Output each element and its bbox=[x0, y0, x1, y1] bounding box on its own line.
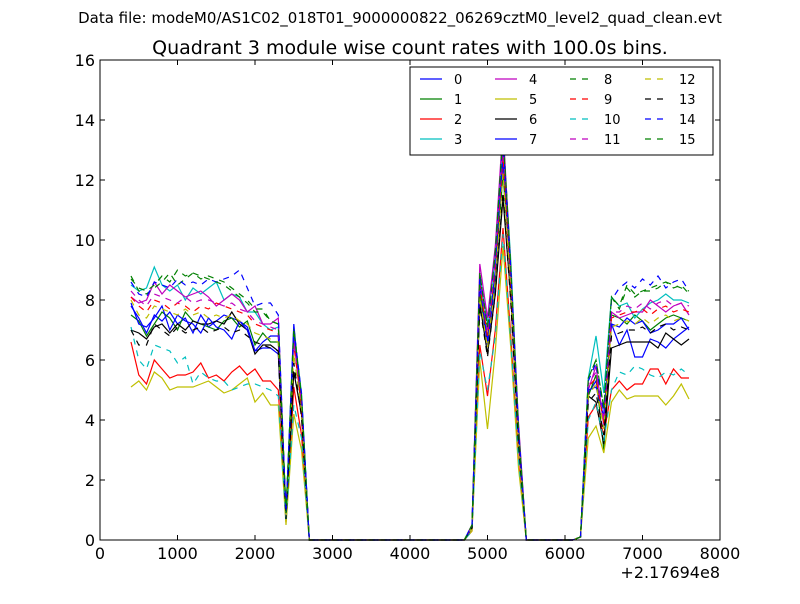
legend-label-13: 13 bbox=[679, 93, 696, 108]
y-tick-label: 6 bbox=[85, 351, 95, 370]
plot-area: 0 1000 2000 3000 4000 5000 6000 7000 80000246810… bbox=[75, 51, 741, 563]
x-tick-label: 7000 bbox=[622, 544, 663, 563]
legend-label-6: 6 bbox=[529, 113, 537, 128]
legend-label-5: 5 bbox=[529, 93, 537, 108]
x-offset-label: +2.17694e8 bbox=[620, 563, 720, 582]
legend-label-3: 3 bbox=[454, 133, 462, 148]
chart-title: Quadrant 3 module wise count rates with … bbox=[152, 37, 668, 59]
legend-label-1: 1 bbox=[454, 93, 462, 108]
legend-label-12: 12 bbox=[679, 73, 696, 88]
x-tick-label: 4000 bbox=[390, 544, 431, 563]
legend-label-11: 11 bbox=[604, 133, 621, 148]
x-tick-label: 8000 bbox=[700, 544, 741, 563]
x-tick-label: 5000 bbox=[467, 544, 508, 563]
legend-label-10: 10 bbox=[604, 113, 621, 128]
series-line-11 bbox=[130, 146, 690, 541]
legend-label-0: 0 bbox=[454, 73, 462, 88]
ticks-layer: 0 1000 2000 3000 4000 5000 6000 7000 80000246810… bbox=[75, 51, 741, 563]
series-line-8 bbox=[130, 131, 690, 541]
x-tick-label: 0 bbox=[95, 544, 105, 563]
y-tick-label: 2 bbox=[85, 471, 95, 490]
legend-label-15: 15 bbox=[679, 133, 696, 148]
x-tick-label: 1000 bbox=[157, 544, 198, 563]
x-tick-label: 3000 bbox=[312, 544, 353, 563]
x-tick-label: 6000 bbox=[545, 544, 586, 563]
legend-frame bbox=[409, 66, 714, 156]
y-tick-label: 14 bbox=[75, 111, 95, 130]
legend-label-7: 7 bbox=[529, 133, 537, 148]
y-tick-label: 12 bbox=[75, 171, 95, 190]
x-tick-label: 2000 bbox=[235, 544, 276, 563]
legend-label-14: 14 bbox=[679, 113, 696, 128]
y-tick-label: 8 bbox=[85, 291, 95, 310]
y-tick-label: 16 bbox=[75, 51, 95, 70]
figure-suptitle: Data file: modeM0/AS1C02_018T01_90000008… bbox=[78, 9, 722, 28]
legend-label-2: 2 bbox=[454, 113, 462, 128]
legend-label-4: 4 bbox=[529, 73, 537, 88]
legend-label-8: 8 bbox=[604, 73, 612, 88]
series-line-15 bbox=[130, 134, 690, 541]
y-tick-label: 0 bbox=[85, 531, 95, 550]
legend-label-9: 9 bbox=[604, 93, 612, 108]
y-tick-label: 10 bbox=[75, 231, 95, 250]
y-tick-label: 4 bbox=[85, 411, 95, 430]
